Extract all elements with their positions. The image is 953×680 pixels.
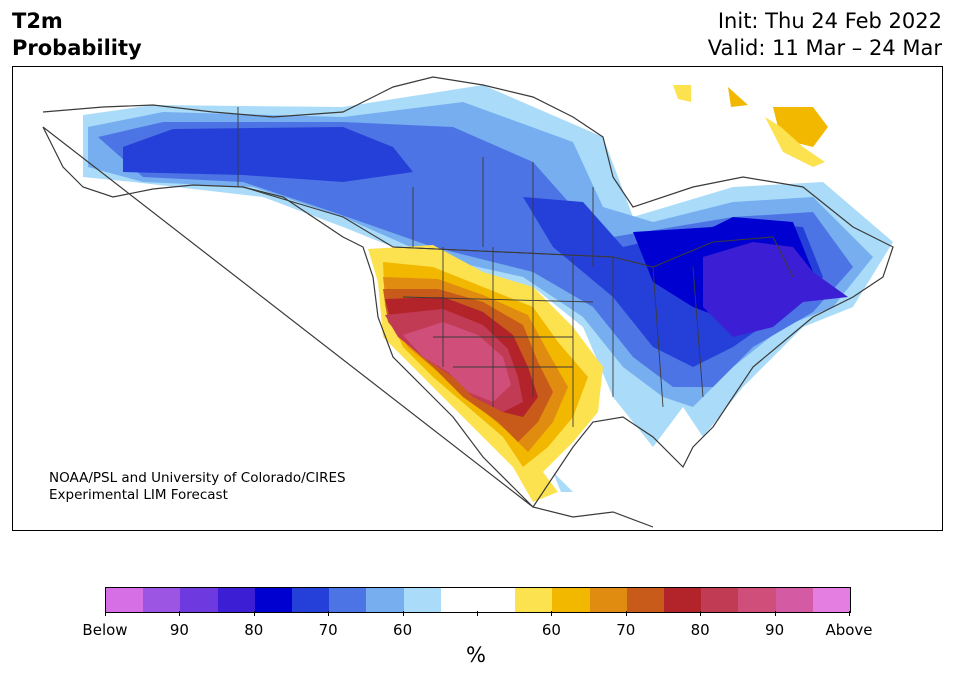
- colorbar-label: Above: [825, 621, 873, 639]
- colorbar-cell: [106, 588, 144, 612]
- credit-line-1: NOAA/PSL and University of Colorado/CIRE…: [49, 470, 346, 486]
- forecast-credit: NOAA/PSL and University of Colorado/CIRE…: [49, 470, 346, 504]
- colorbar-label: 60: [541, 621, 561, 639]
- colorbar-label: Below: [82, 621, 128, 639]
- colorbar-label: 80: [244, 621, 264, 639]
- title-quantity: Probability: [12, 36, 142, 60]
- colorbar-tick: [402, 611, 404, 616]
- colorbar-cell: [440, 588, 479, 612]
- colorbar-cell: [217, 588, 255, 612]
- probability-colorbar: [105, 587, 851, 613]
- colorbar-label: 70: [616, 621, 636, 639]
- below-60-region-mexico: [553, 472, 573, 492]
- colorbar-cell: [403, 588, 441, 612]
- colorbar-cell: [515, 588, 553, 612]
- below-85-region: [703, 242, 848, 337]
- colorbar-cell: [143, 588, 181, 612]
- colorbar-tick: [551, 611, 553, 616]
- forecast-map: [12, 66, 943, 531]
- colorbar-ticks: [105, 611, 851, 619]
- colorbar-tick: [774, 611, 776, 616]
- colorbar-cell: [775, 588, 813, 612]
- above-60-region-greenland: [773, 107, 828, 147]
- colorbar-cell: [589, 588, 627, 612]
- above-60-region-arctic2: [728, 87, 748, 107]
- colorbar-tick: [849, 611, 850, 616]
- below-75-region: [123, 127, 413, 182]
- credit-line-2: Experimental LIM Forecast: [49, 487, 228, 503]
- colorbar-cell: [552, 588, 590, 612]
- colorbar-label: 60: [393, 621, 413, 639]
- colorbar-label: 90: [765, 621, 785, 639]
- colorbar-cell: [738, 588, 776, 612]
- probability-field: [42, 76, 894, 528]
- above-85-region: [403, 322, 511, 402]
- init-date: Init: Thu 24 Feb 2022: [717, 9, 942, 33]
- above-60-region-arctic: [673, 85, 691, 102]
- colorbar-cell: [329, 588, 367, 612]
- colorbar-cell: [701, 588, 739, 612]
- colorbar-cell: [180, 588, 218, 612]
- colorbar-tick: [179, 611, 181, 616]
- colorbar-cell: [626, 588, 665, 612]
- colorbar-tick: [105, 611, 106, 616]
- colorbar-cell: [292, 588, 330, 612]
- above-55-region-greenland: [765, 117, 825, 167]
- colorbar-cell: [812, 588, 851, 612]
- map-title: T2m Probability: [12, 8, 142, 62]
- colorbar-label: 80: [690, 621, 710, 639]
- colorbar-cell: [366, 588, 404, 612]
- colorbar-cell: [254, 588, 293, 612]
- colorbar-tick: [700, 611, 702, 616]
- colorbar-tick: [477, 611, 478, 616]
- colorbar-tick: [625, 611, 627, 616]
- colorbar-unit: %: [466, 643, 486, 667]
- valid-range: Valid: 11 Mar – 24 Mar: [707, 36, 942, 60]
- coastline: [42, 76, 894, 528]
- forecast-dates: Init: Thu 24 Feb 2022 Valid: 11 Mar – 24…: [708, 8, 942, 62]
- colorbar-tick: [328, 611, 330, 616]
- colorbar-label: 70: [318, 621, 338, 639]
- colorbar-cell: [664, 588, 702, 612]
- colorbar-tick: [253, 611, 255, 616]
- us-canada-border: [242, 186, 794, 278]
- colorbar-cell: [478, 588, 516, 612]
- colorbar-label: 90: [169, 621, 189, 639]
- title-variable: T2m: [12, 9, 63, 33]
